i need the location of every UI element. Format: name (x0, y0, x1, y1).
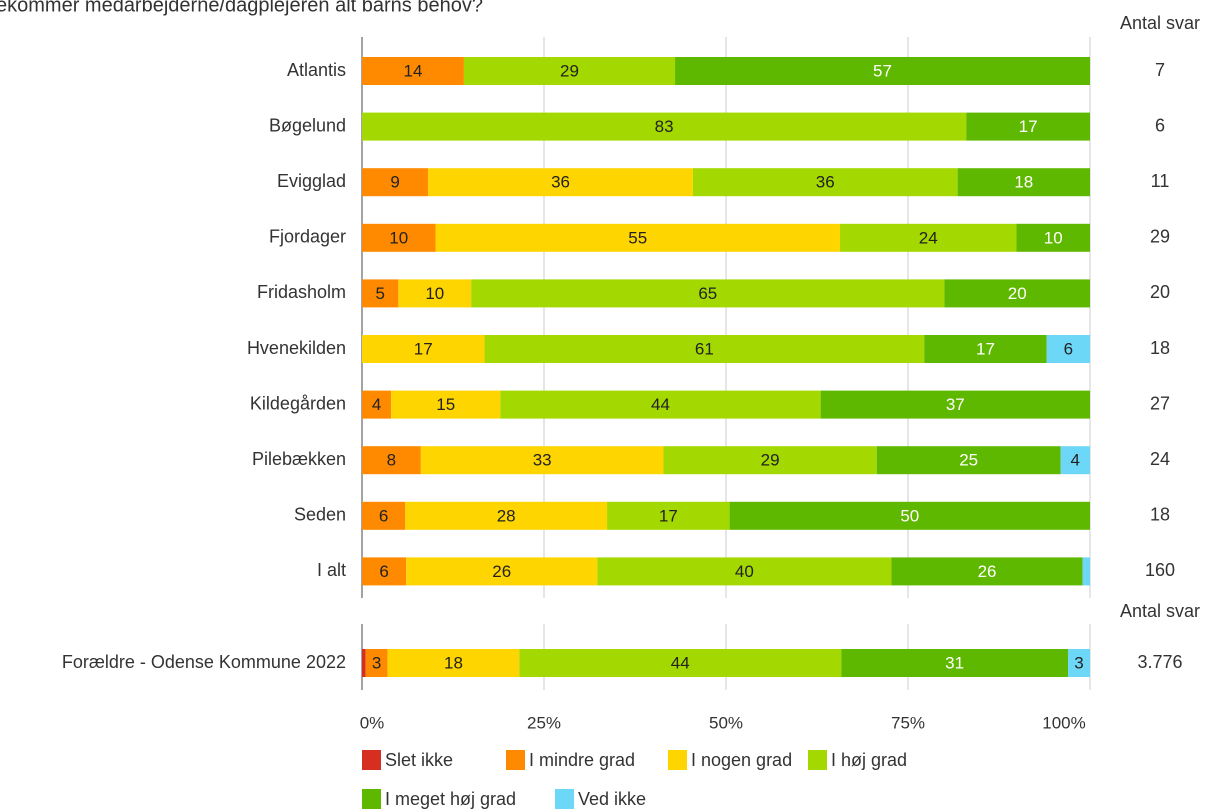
data-label: 3 (1074, 653, 1083, 672)
legend-swatch (506, 750, 525, 770)
legend-swatch (362, 789, 381, 809)
legend-label: I meget høj grad (385, 789, 516, 809)
category-label: Kildegården (250, 393, 346, 413)
legend-swatch (808, 750, 827, 770)
category-label: Fjordager (269, 227, 346, 247)
chart-title: ekommer medarbejderne/dagplejeren alt ba… (0, 0, 483, 16)
legend-swatch (362, 750, 381, 770)
count-value: 11 (1151, 171, 1170, 191)
data-label: 18 (444, 653, 463, 672)
data-label: 17 (976, 339, 995, 358)
data-label: 6 (1064, 339, 1073, 358)
data-label: 36 (551, 173, 570, 192)
data-label: 44 (651, 395, 670, 414)
data-label: 26 (978, 562, 997, 581)
legend-label: I mindre grad (529, 750, 635, 770)
count-value: 7 (1155, 60, 1165, 80)
count-value: 18 (1150, 505, 1170, 525)
count-value: 27 (1150, 393, 1170, 413)
data-label: 5 (375, 284, 384, 303)
data-label: 10 (425, 284, 444, 303)
data-label: 4 (1071, 451, 1080, 470)
legend-label: I nogen grad (691, 750, 792, 770)
data-label: 10 (1044, 228, 1063, 247)
data-label: 10 (389, 228, 408, 247)
count-value: 29 (1150, 227, 1170, 247)
data-label: 6 (379, 562, 388, 581)
data-label: 44 (671, 653, 690, 672)
count-value: 3.776 (1137, 652, 1182, 672)
count-value: 24 (1150, 449, 1170, 469)
data-label: 33 (533, 451, 552, 470)
x-tick-label: 100% (1042, 713, 1085, 732)
count-column: Antal svar 7 6 11 29 20 18 27 24 18 160 Antal svar 3… (1120, 13, 1200, 672)
data-label: 29 (761, 451, 780, 470)
category-label: Atlantis (287, 60, 346, 80)
bar-segment (362, 649, 366, 677)
data-label: 8 (387, 451, 396, 470)
category-label: Forældre - Odense Kommune 2022 (62, 652, 346, 672)
data-label: 15 (436, 395, 455, 414)
data-label: 65 (698, 284, 717, 303)
category-label: Hvenekilden (247, 338, 346, 358)
x-tick-label: 0% (360, 713, 385, 732)
data-label: 3 (372, 653, 381, 672)
data-label: 83 (655, 117, 674, 136)
category-label: Evigglad (277, 171, 346, 191)
data-label: 31 (945, 653, 964, 672)
x-tick-label: 50% (709, 713, 743, 732)
data-label: 20 (1008, 284, 1027, 303)
data-label: 57 (873, 61, 892, 80)
x-tick-label: 25% (527, 713, 561, 732)
data-label: 6 (379, 506, 388, 525)
count-value: 160 (1145, 560, 1175, 580)
category-label: I alt (317, 560, 346, 580)
legend-label: Slet ikke (385, 750, 453, 770)
count-value: 20 (1150, 282, 1170, 302)
data-label: 17 (414, 339, 433, 358)
bar-segment (1083, 557, 1090, 585)
data-label: 29 (560, 61, 579, 80)
data-label: 24 (919, 228, 938, 247)
data-label: 18 (1014, 173, 1033, 192)
data-label: 17 (1019, 117, 1038, 136)
data-label: 50 (900, 506, 919, 525)
category-labels: Atlantis Bøgelund Evigglad Fjordager Fridash… (62, 60, 346, 672)
data-label: 40 (735, 562, 754, 581)
data-label: 61 (695, 339, 714, 358)
legend-label: I høj grad (831, 750, 907, 770)
legend-label: Ved ikke (578, 789, 646, 809)
count-header: Antal svar (1120, 601, 1200, 621)
data-label: 14 (403, 61, 422, 80)
data-label: 25 (959, 451, 978, 470)
legend-swatch (668, 750, 687, 770)
data-label: 55 (628, 228, 647, 247)
data-label: 36 (816, 173, 835, 192)
data-label: 4 (372, 395, 381, 414)
count-value: 6 (1155, 115, 1165, 135)
category-label: Fridasholm (257, 282, 346, 302)
data-label: 17 (659, 506, 678, 525)
data-label: 9 (390, 173, 399, 192)
data-label: 28 (497, 506, 516, 525)
count-value: 18 (1150, 338, 1170, 358)
legend: Slet ikke I mindre grad I nogen grad I høj … (362, 750, 907, 809)
category-label: Seden (294, 505, 346, 525)
legend-swatch (555, 789, 574, 809)
category-label: Bøgelund (269, 115, 346, 135)
data-label: 37 (946, 395, 965, 414)
data-label: 26 (492, 562, 511, 581)
category-label: Pilebækken (252, 449, 346, 469)
count-header: Antal svar (1120, 13, 1200, 33)
x-axis-ticks: 0% 25% 50% 75% 100% (360, 713, 1086, 732)
x-tick-label: 75% (891, 713, 925, 732)
